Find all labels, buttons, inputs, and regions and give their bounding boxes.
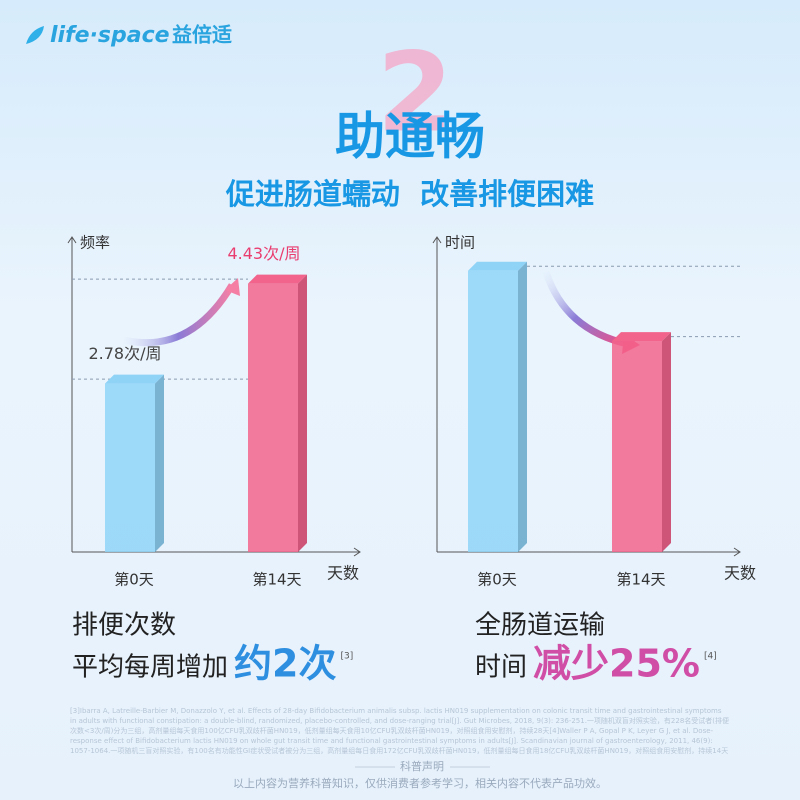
x-tick-label: 第0天 [477,571,517,589]
caption-ref: [4] [704,652,717,662]
x-tick-label: 第0天 [114,571,154,589]
disclaimer-title: 科普声明 [400,759,444,773]
y-axis-arrow [432,236,442,244]
bar-top [468,261,527,271]
arrow [542,270,629,348]
caption-line: 排便次数 [72,611,176,641]
bar-side [298,274,307,552]
y-axis-label: 时间 [445,234,475,252]
brand-cn: 益倍适 [172,23,232,47]
logo: life·space 益倍适 [26,23,232,48]
brand: life·space [50,23,170,48]
bar-side [155,374,164,552]
disclaimer-text: 以上内容为营养科普知识，仅供消费者参考学习，相关内容不代表产品功效。 [233,776,607,790]
caption-line: 平均每周增加 [72,653,228,683]
x-axis-arrow [353,547,361,557]
footnote: [3]Ibarra A, Latreille-Barbier M, Donazz… [70,707,730,755]
x-axis-arrow [733,547,741,557]
bar-top [612,332,671,342]
title: 助通畅 [335,108,485,166]
bar [612,341,662,552]
badge: 2 [377,28,454,156]
value-label: 4.43次/周 [227,244,300,263]
caption-ref: [3] [340,652,353,662]
bar [105,383,155,552]
value-label: 2.78次/周 [88,344,161,363]
x-tick-label: 第14天 [252,571,301,589]
bar-top [248,274,307,284]
caption-line: 全肠道运输 [475,611,605,641]
subtitle: 促进肠道蠕动 改善排便困难 [225,177,594,211]
caption-highlight: 减少25% [533,642,700,686]
bar [248,283,298,552]
caption-highlight: 约2次 [234,642,336,686]
bar-side [662,332,671,552]
bar-top [105,374,164,384]
x-tick-label: 第14天 [616,571,665,589]
x-axis-label: 天数 [724,564,756,583]
arrow [123,283,236,347]
y-axis-arrow [67,236,77,244]
caption-line: 时间 [475,653,527,683]
y-axis-label: 频率 [80,234,110,252]
arrow-head [225,278,240,296]
bar [468,270,518,552]
x-axis-label: 天数 [327,564,359,583]
logo-leaf [26,26,44,44]
bar-side [518,261,527,552]
